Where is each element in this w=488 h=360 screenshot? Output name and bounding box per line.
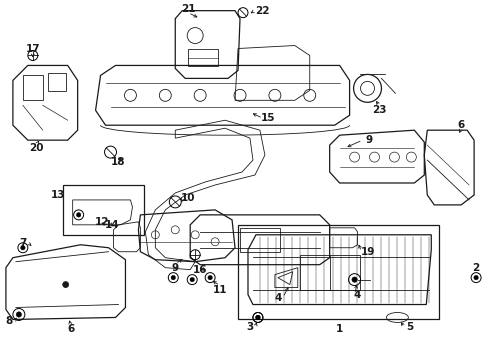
Text: 9: 9: [365, 135, 372, 145]
Text: 3: 3: [246, 323, 253, 332]
Bar: [48, 73, 65, 91]
Circle shape: [16, 312, 21, 317]
Text: 20: 20: [29, 143, 44, 153]
Text: 22: 22: [254, 6, 268, 15]
Text: 2: 2: [471, 263, 479, 273]
Text: 9: 9: [171, 263, 179, 273]
Circle shape: [189, 277, 194, 282]
Bar: [23, 75, 42, 100]
Circle shape: [255, 315, 260, 320]
Bar: [299, 255, 359, 289]
Circle shape: [207, 275, 212, 280]
Circle shape: [351, 277, 357, 282]
Text: 13: 13: [50, 190, 65, 200]
Text: 21: 21: [181, 4, 195, 14]
Text: 1: 1: [335, 324, 343, 334]
Text: 8: 8: [5, 316, 13, 327]
Text: 18: 18: [111, 157, 125, 167]
Text: 4: 4: [274, 293, 281, 302]
Bar: [240, 228, 279, 252]
Bar: [188, 49, 218, 67]
Text: 14: 14: [105, 220, 120, 230]
Text: 11: 11: [212, 284, 227, 294]
Text: 12: 12: [95, 217, 110, 227]
Text: 5: 5: [405, 323, 412, 332]
Bar: [62, 185, 144, 235]
Circle shape: [255, 315, 260, 320]
Text: 4: 4: [353, 289, 361, 300]
Circle shape: [62, 282, 68, 288]
Bar: [238, 225, 438, 319]
Text: 15: 15: [260, 113, 275, 123]
Text: 7: 7: [19, 238, 26, 248]
Circle shape: [171, 275, 175, 280]
Text: 23: 23: [371, 105, 386, 115]
Text: 16: 16: [193, 265, 207, 275]
Text: 10: 10: [181, 193, 195, 203]
Text: 6: 6: [457, 120, 464, 130]
Circle shape: [76, 213, 81, 217]
Circle shape: [20, 246, 25, 250]
Text: 6: 6: [67, 324, 74, 334]
Text: 19: 19: [360, 247, 374, 257]
Circle shape: [473, 275, 477, 280]
Text: 17: 17: [25, 44, 40, 54]
